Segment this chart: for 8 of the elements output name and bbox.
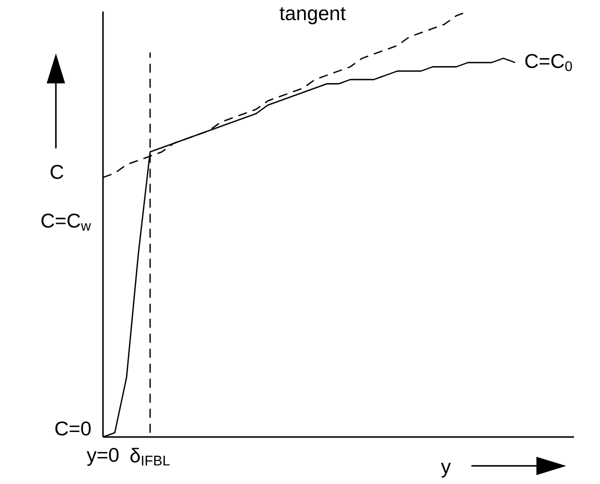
text: C=C$_{w}$ bbox=[41, 214, 91, 231]
y-axis-title: C bbox=[50, 164, 64, 179]
text: C=0 bbox=[55, 421, 91, 436]
x-tick-label: y=0 bbox=[86, 448, 119, 466]
annotation: tangent bbox=[280, 7, 346, 24]
annotation: C=C$_{0}$ bbox=[525, 54, 572, 72]
x-tick-label: δ$_{IFBL}$ bbox=[130, 448, 170, 466]
x-axis-title: y bbox=[440, 462, 451, 478]
